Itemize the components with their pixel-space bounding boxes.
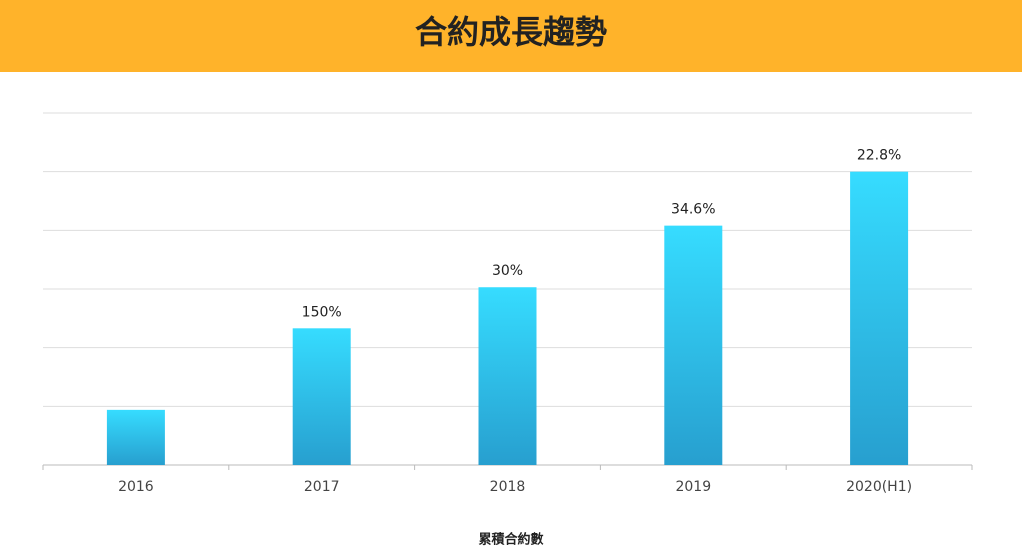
header-band: [0, 0, 1022, 72]
x-tick-label: 2016: [118, 479, 154, 495]
bar: [292, 328, 351, 465]
x-tick-label: 2018: [490, 479, 526, 495]
growth-label: 30%: [492, 263, 523, 279]
x-tick-label: 2020(H1): [846, 479, 912, 495]
growth-label: 34.6%: [671, 202, 715, 218]
x-axis-title: 累積合約數: [478, 532, 543, 548]
growth-label: 22.8%: [857, 148, 901, 164]
growth-label: 150%: [302, 304, 342, 320]
x-tick-label: 2019: [675, 479, 711, 495]
bar: [478, 287, 537, 465]
bar: [850, 171, 909, 465]
header-title: 合約成長趨勢: [415, 13, 607, 51]
bar: [664, 225, 723, 465]
x-tick-label: 2017: [304, 479, 340, 495]
bar: [106, 409, 165, 465]
